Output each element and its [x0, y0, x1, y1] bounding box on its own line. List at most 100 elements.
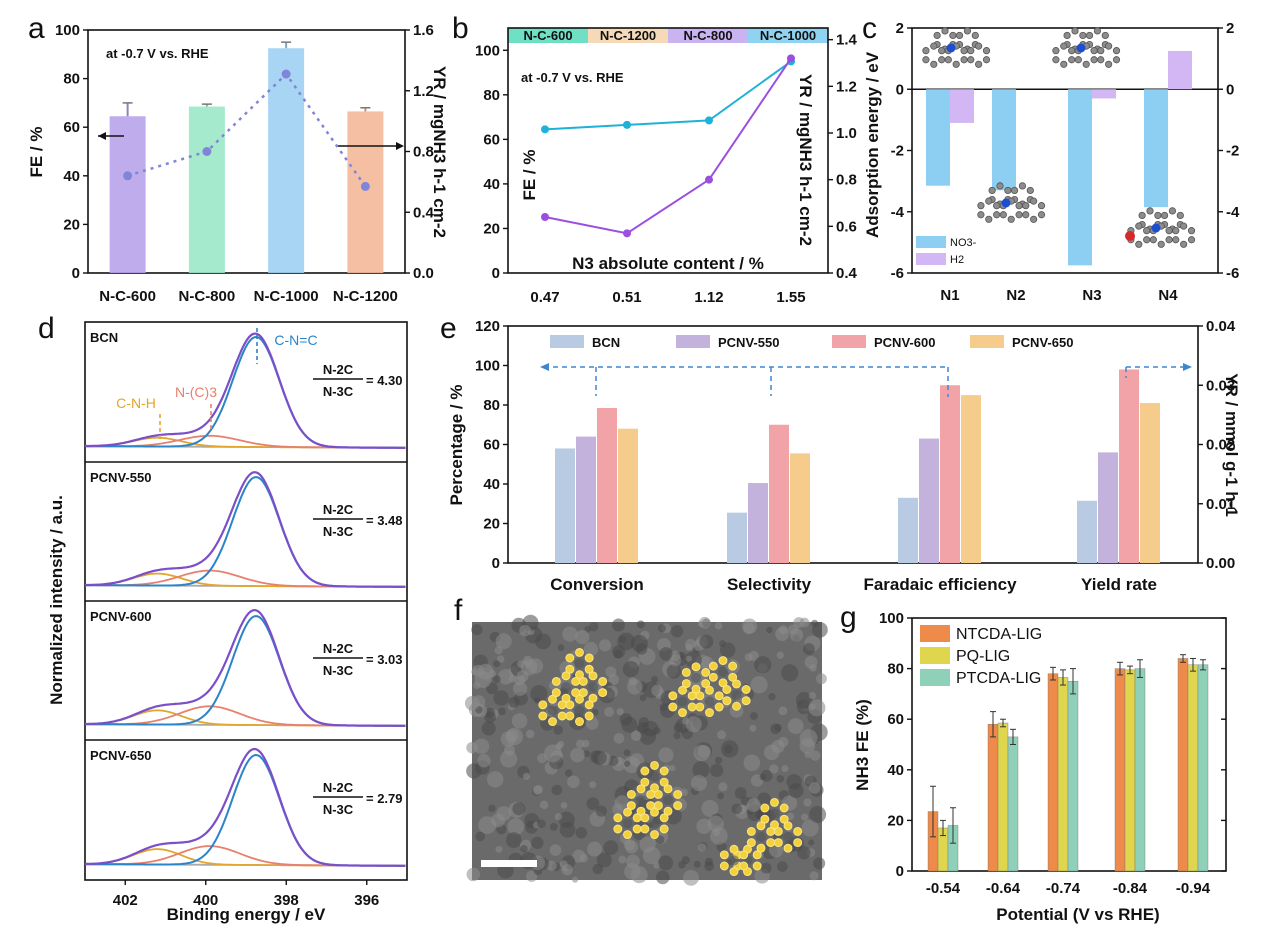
n1-structure-atom	[941, 27, 949, 35]
annotation: at -0.7 V vs. RHE	[106, 46, 209, 61]
n3-structure-atom	[1068, 56, 1076, 64]
texture-spot	[525, 729, 535, 739]
texture-spot	[564, 769, 573, 777]
texture-spot	[592, 863, 604, 875]
legend-swatch	[916, 253, 946, 265]
bar-pcnv-550	[1098, 452, 1118, 563]
n4-structure-atom	[1187, 227, 1196, 235]
texture-spot	[639, 836, 656, 853]
y2-axis-tick-label: 0	[1226, 81, 1234, 98]
cluster-3-atom	[613, 813, 623, 823]
cluster-1-atom	[578, 688, 588, 698]
bar-pcnv-650	[961, 395, 981, 563]
cluster-2-ring-center	[731, 690, 742, 701]
texture-spot	[623, 779, 640, 795]
texture-spot	[800, 813, 809, 821]
y-axis-tick-label: 0	[492, 555, 500, 572]
panel-a: 0 20 40 60 80 100 0.0 0.4 0.8 1.2 1.6 FE / % YR / mg…	[27, 22, 449, 305]
cluster-4-atom	[779, 803, 789, 813]
n2-structure-atom	[985, 197, 993, 205]
texture-spot	[746, 798, 761, 813]
texture-spot	[804, 655, 818, 669]
ratio-value: = 4.30	[366, 373, 403, 388]
bar	[1007, 736, 1019, 872]
n2-structure-atom	[1030, 215, 1038, 223]
texture-spot	[473, 738, 490, 755]
texture-spot	[815, 673, 827, 685]
texture-spot	[623, 839, 636, 851]
texture-spot	[495, 633, 512, 650]
header-label: N-C-1000	[760, 28, 816, 43]
texture-spot	[754, 656, 772, 674]
y2-axis-tick-label: 1.0	[836, 125, 857, 142]
panel-label-e: e	[440, 312, 457, 345]
y-axis-tick-label: 80	[483, 87, 500, 104]
cluster-1-atom	[561, 671, 571, 681]
bar-bcn	[898, 497, 918, 563]
n4-structure-atom	[1154, 211, 1162, 220]
yr-point	[787, 54, 795, 63]
n2-structure-atom	[1030, 197, 1038, 205]
n4-structure-atom	[1180, 222, 1188, 230]
yr-line	[544, 57, 792, 235]
texture-spot	[611, 618, 625, 632]
y-axis-tick-label: 100	[55, 22, 80, 39]
texture-spot	[484, 707, 495, 718]
texture-spot	[630, 634, 648, 652]
texture-spot	[781, 765, 789, 773]
texture-spot	[582, 739, 590, 748]
yr-point	[360, 181, 370, 191]
sample-label: BCN	[90, 330, 118, 345]
legend-label: PTCDA-LIG	[956, 670, 1041, 687]
cluster-4-ring-center	[769, 808, 780, 819]
envelope-curve	[84, 747, 406, 867]
texture-spot	[596, 852, 612, 868]
texture-spot	[678, 860, 686, 869]
texture-spot	[591, 708, 599, 716]
texture-spot	[618, 635, 627, 643]
n3-structure-atom	[1097, 47, 1105, 55]
texture-spot	[625, 854, 640, 869]
cluster-3-atom	[613, 824, 623, 834]
texture-spot	[685, 716, 702, 733]
cluster-3-atom	[640, 766, 650, 776]
cluster-3-atom	[632, 824, 642, 834]
legend-label: NTCDA-LIG	[956, 626, 1042, 643]
bar-pcnv-600	[1119, 369, 1139, 563]
texture-spot	[586, 797, 600, 810]
cluster-3-atom	[640, 777, 650, 787]
texture-spot	[704, 861, 715, 872]
y-axis-tick-label: 20	[483, 220, 500, 237]
x-tick-label: N-C-1000	[254, 288, 319, 305]
texture-spot	[757, 792, 771, 806]
texture-spot	[549, 822, 558, 831]
cluster-2-atom	[687, 691, 697, 701]
fe-point	[623, 120, 631, 129]
y2-axis-tick-label: 0.01	[1206, 496, 1235, 513]
sample-label: PCNV-550	[90, 470, 151, 485]
ratio-numerator: N-2C	[323, 502, 354, 517]
y2-axis-tick-label: -4	[1226, 204, 1240, 221]
sample-label: PCNV-650	[90, 748, 151, 763]
cluster-1-ring-center	[587, 681, 599, 693]
cluster-2-atom	[668, 691, 678, 701]
y-axis-tick-label: -4	[891, 204, 905, 221]
cluster-3-atom	[673, 801, 683, 811]
y-axis-tick-label: 80	[887, 661, 904, 678]
texture-spot	[595, 805, 607, 817]
y-axis-tick-label: 40	[887, 762, 904, 779]
y-axis-tick-label: 20	[483, 516, 500, 533]
cluster-3-atom	[623, 830, 632, 840]
cluster-3-atom	[659, 777, 669, 787]
cluster-3-atom	[640, 824, 650, 834]
texture-spot	[809, 750, 821, 761]
texture-spot	[808, 699, 826, 717]
cluster-2-atom	[701, 667, 711, 677]
legend-label: PCNV-550	[718, 335, 779, 350]
cluster-1-atom	[548, 694, 557, 704]
texture-spot	[749, 712, 758, 721]
cluster-2-atom	[728, 672, 738, 682]
header-label: N-C-800	[683, 28, 732, 43]
texture-spot	[475, 831, 485, 842]
panel-f-micrograph	[464, 614, 828, 886]
